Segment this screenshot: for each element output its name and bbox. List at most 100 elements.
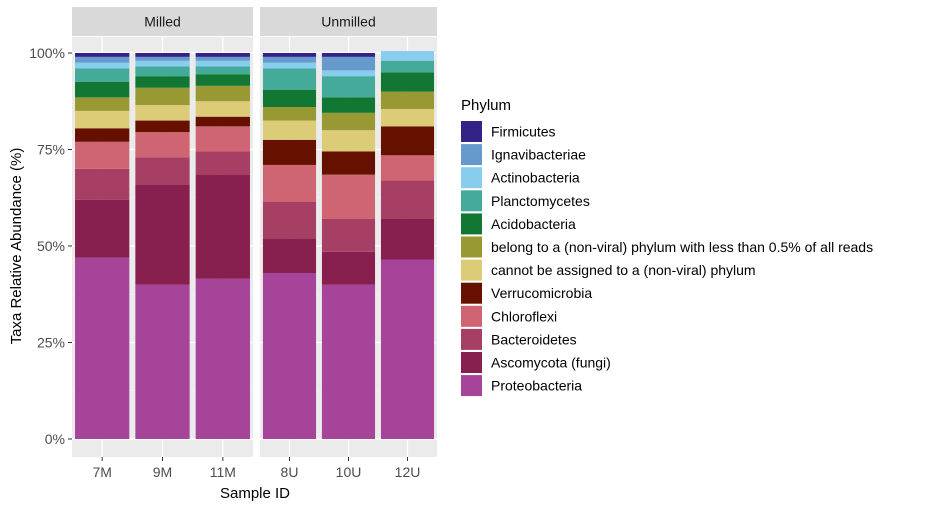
bar-segment (135, 157, 190, 185)
x-tick-label: 9M (153, 464, 172, 480)
bar-segment (195, 278, 250, 439)
facet-strip-label: Unmilled (321, 14, 375, 30)
bar-segment (135, 184, 190, 285)
y-tick-label: 100% (29, 45, 65, 61)
legend-key (461, 305, 482, 327)
bar-segment (195, 74, 250, 86)
bar-segment (75, 97, 130, 111)
bar-segment (262, 62, 317, 69)
legend-key (461, 259, 482, 281)
bar-segment (321, 112, 376, 131)
bar-segment (321, 151, 376, 175)
legend-key (461, 144, 482, 166)
bar-segment (195, 101, 250, 117)
facet-strip-background (72, 7, 253, 36)
bar-segment (321, 130, 376, 152)
legend-label: Verrucomicrobia (491, 285, 592, 301)
bar-segment (135, 284, 190, 439)
bar-segment (262, 164, 317, 202)
bar-segment (75, 141, 130, 169)
legend-label: Ascomycota (fungi) (491, 355, 611, 371)
bar-segment (380, 60, 435, 73)
bar-segment (135, 53, 190, 57)
legend-label: Acidobacteria (491, 216, 576, 232)
legend-label: Proteobacteria (491, 378, 582, 394)
legend: Phylum Firmicutes Ignavibacteriae Actinoba… (461, 97, 873, 397)
x-tick-label: 8U (281, 464, 299, 480)
bar-segment (195, 60, 250, 67)
bar-segment (135, 66, 190, 77)
bar-segment (262, 53, 317, 57)
y-tick-label: 75% (37, 142, 65, 158)
bar-segment (75, 81, 130, 98)
bar-segment (380, 259, 435, 439)
y-axis: 0% 25% 50% 75% 100% (29, 45, 72, 447)
bar-segment (321, 70, 376, 77)
bar-segment (321, 97, 376, 113)
legend-key (461, 282, 482, 304)
y-tick-label: 50% (37, 238, 65, 254)
bar-segment (380, 108, 435, 127)
bar-segment (262, 89, 317, 108)
bar-segment (135, 120, 190, 133)
bar-segment (135, 87, 190, 106)
bar-segment (262, 120, 317, 140)
bar-segment (135, 56, 190, 61)
bar-segment (75, 56, 130, 63)
bar-segment (75, 257, 130, 439)
facet-strip-label: Milled (144, 14, 181, 30)
bar-segments (75, 51, 435, 439)
bar-segment (321, 76, 376, 98)
bar-segment (380, 180, 435, 219)
bar-segment (262, 273, 317, 439)
bar-segment (195, 126, 250, 152)
x-tick-label: 10U (336, 464, 362, 480)
bar-segment (135, 105, 190, 121)
bar-segment (75, 199, 130, 258)
legend-title: Phylum (461, 97, 511, 114)
bar-segment (75, 68, 130, 82)
x-tick-label: 11M (210, 464, 236, 480)
legend-label: Ignavibacteriae (491, 147, 586, 163)
bar-segment (321, 218, 376, 252)
bar-segment (262, 201, 317, 239)
y-axis-title: Taxa Relative Abundance (%) (8, 148, 25, 345)
bar-segment (195, 174, 250, 279)
bar-segment (321, 251, 376, 285)
bar-segment (75, 110, 130, 129)
bar-segment (380, 51, 435, 61)
facet-strip-background (260, 7, 437, 36)
bar-segment (321, 284, 376, 439)
y-tick-label: 0% (45, 431, 65, 447)
bar-segment (321, 56, 376, 71)
bar-segment (135, 60, 190, 67)
bar-segment (321, 174, 376, 219)
legend-key (461, 375, 482, 397)
bar-segment (135, 132, 190, 158)
bar-segment (262, 56, 317, 63)
bar-segment (262, 68, 317, 90)
bar-segment (262, 107, 317, 121)
bar-segment (380, 72, 435, 92)
y-tick-label: 25% (37, 335, 65, 351)
legend-items: Firmicutes Ignavibacteriae Actinobacteria P… (461, 121, 873, 397)
legend-key (461, 121, 482, 142)
bar-segment (380, 126, 435, 156)
bar-segment (135, 76, 190, 88)
bar-segment (262, 238, 317, 274)
legend-label: Firmicutes (491, 124, 556, 140)
legend-key (461, 167, 482, 189)
legend-key (461, 328, 482, 350)
bar-segment (195, 116, 250, 127)
bar-segment (195, 53, 250, 57)
bar-segment (75, 128, 130, 142)
bar-segment (380, 155, 435, 181)
legend-key (461, 213, 482, 235)
facet-strips: Milled Unmilled (72, 7, 437, 36)
legend-label: Planctomycetes (491, 193, 590, 209)
legend-label: Actinobacteria (491, 170, 580, 186)
bar-segment (75, 62, 130, 69)
bar-segment (75, 53, 130, 57)
bar-segment (195, 85, 250, 102)
